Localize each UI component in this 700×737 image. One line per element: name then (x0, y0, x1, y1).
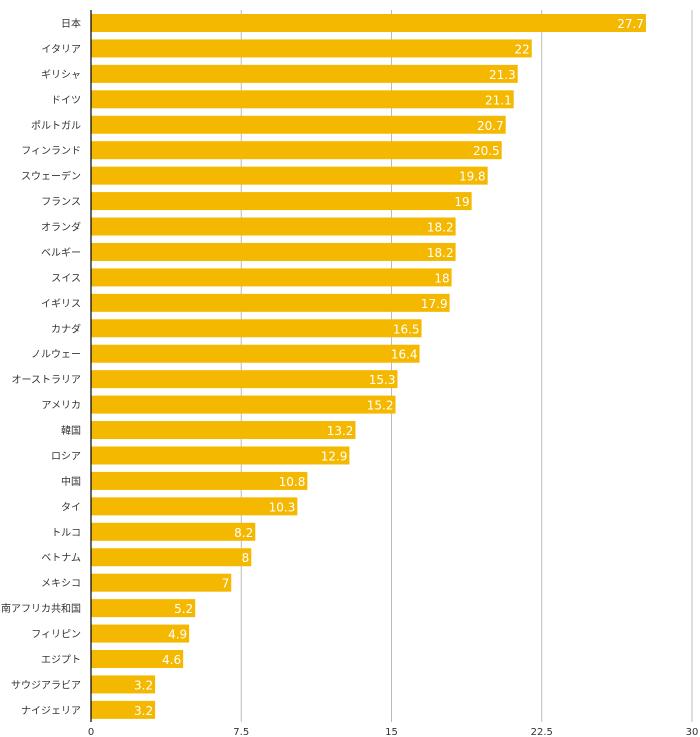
category-label: エジプト (41, 654, 81, 666)
bar (91, 319, 422, 338)
bar (91, 344, 420, 363)
category-label: サウジアラビア (11, 679, 81, 691)
category-label: メキシコ (41, 579, 81, 590)
value-label: 22 (514, 42, 529, 56)
category-label: オーストラリア (12, 374, 82, 386)
bar (91, 39, 532, 58)
value-label: 21.3 (489, 68, 516, 82)
x-tick-label: 15 (385, 727, 398, 737)
bar (91, 471, 308, 490)
bar (91, 522, 256, 541)
value-label: 8 (242, 551, 250, 565)
value-label: 15.3 (369, 373, 396, 387)
bar (91, 293, 450, 312)
bar (91, 650, 184, 668)
value-label: 18 (434, 271, 449, 285)
value-label: 18.2 (427, 221, 454, 235)
category-label: ノルウェー (31, 349, 81, 361)
category-label: タイ (61, 501, 81, 513)
category-label: ナイジェリア (21, 705, 81, 717)
category-label: 中国 (61, 475, 81, 488)
value-label: 18.2 (427, 246, 454, 260)
value-label: 4.9 (168, 628, 187, 642)
x-tick-label: 0 (88, 727, 94, 737)
x-tick-label: 22.5 (531, 727, 553, 737)
value-label: 19 (454, 195, 469, 209)
category-label: ポルトガル (31, 120, 81, 132)
bar (91, 548, 252, 567)
value-label: 21.1 (485, 93, 512, 107)
category-label: ベトナム (41, 552, 81, 564)
category-label: アメリカ (42, 400, 82, 412)
x-tick-label: 30 (686, 727, 699, 737)
category-label: ロシア (51, 451, 81, 462)
bar (91, 421, 356, 440)
category-label: ベルギー (41, 247, 81, 259)
category-label: イタリア (41, 43, 81, 55)
value-label: 16.5 (393, 322, 420, 336)
bar (91, 573, 232, 592)
value-label: 20.5 (473, 144, 500, 158)
category-label: 南アフリカ共和国 (1, 602, 81, 615)
value-label: 13.2 (327, 424, 354, 438)
bar (91, 675, 156, 694)
value-label: 27.7 (617, 17, 644, 31)
value-label: 16.4 (391, 348, 418, 362)
value-label: 3.2 (134, 704, 153, 718)
bar (91, 14, 646, 32)
value-label: 20.7 (477, 119, 504, 133)
value-label: 8.2 (234, 526, 253, 540)
value-label: 3.2 (134, 678, 153, 692)
x-tick-label: 7.5 (233, 727, 249, 737)
bar (91, 268, 452, 287)
category-label: フィリピン (31, 629, 81, 641)
bar (91, 395, 396, 414)
category-label: スウェーデン (21, 170, 81, 183)
bar (91, 192, 472, 211)
category-label: 韓国 (61, 425, 81, 437)
value-label: 15.2 (367, 399, 394, 413)
value-label: 17.9 (421, 297, 448, 311)
category-label: ドイツ (51, 95, 81, 106)
category-label: トルコ (51, 528, 81, 539)
value-label: 19.8 (459, 170, 486, 184)
category-label: フィンランド (21, 145, 81, 157)
bar (91, 700, 156, 719)
bar (91, 624, 190, 643)
bar (91, 370, 398, 389)
bar (91, 141, 502, 160)
category-label: 日本 (61, 17, 81, 30)
value-label: 10.8 (279, 475, 306, 489)
bar (91, 217, 456, 236)
value-label: 5.2 (174, 602, 193, 616)
category-label: スイス (51, 273, 81, 284)
category-label: ギリシャ (41, 69, 81, 81)
value-label: 7 (222, 577, 230, 591)
bar (91, 115, 506, 134)
bar (91, 497, 298, 516)
category-label: フランス (41, 196, 81, 208)
bar (91, 599, 196, 618)
category-label: オランダ (41, 221, 81, 234)
bar (91, 166, 488, 185)
bar (91, 64, 518, 83)
bar (91, 446, 350, 465)
bar (91, 90, 514, 109)
bar (91, 242, 456, 261)
value-label: 12.9 (321, 449, 348, 463)
value-label: 10.3 (269, 500, 296, 514)
value-label: 4.6 (162, 653, 181, 667)
category-label: イギリス (41, 298, 81, 310)
category-label: カナダ (51, 322, 81, 335)
